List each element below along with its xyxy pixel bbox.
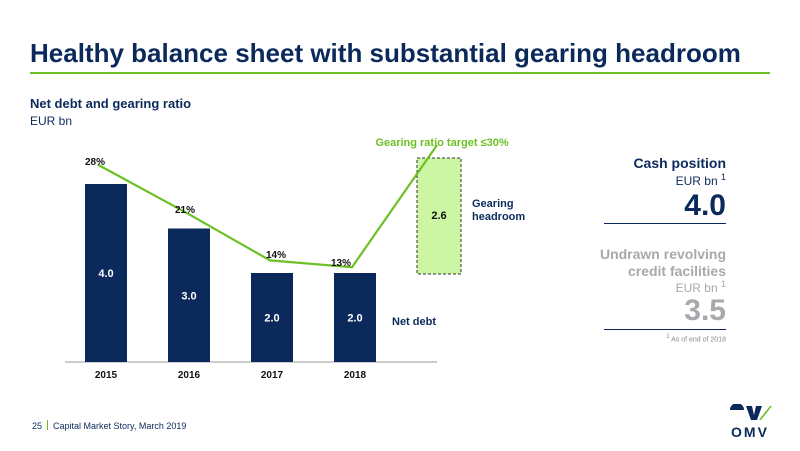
bar-value-label: 2.0 <box>347 313 362 325</box>
undrawn-facilities-title: Undrawn revolving credit facilities <box>599 246 726 279</box>
gearing-ratio-label: 21% <box>175 205 195 216</box>
undrawn-facilities-value: 3.5 <box>684 294 726 327</box>
cash-footnote-mark: 1 <box>720 172 726 182</box>
bar-value-label: 3.0 <box>181 290 196 302</box>
footnote-text: As of end of 2018 <box>671 336 726 344</box>
undrawn-footnote-mark: 1 <box>720 279 726 289</box>
undrawn-divider <box>604 329 726 330</box>
cash-position-title: Cash position <box>633 155 726 171</box>
bar-2015 <box>85 184 127 362</box>
gearing-ratio-label: 14% <box>266 250 286 261</box>
headroom-label-line: Gearing <box>472 198 514 210</box>
page-number: 25 <box>32 421 43 431</box>
bar-2017 <box>251 273 293 362</box>
gearing-ratio-label: 28% <box>85 157 105 168</box>
logo-mark-center <box>746 406 762 420</box>
x-tick-label: 2017 <box>261 370 284 381</box>
bar-value-label: 2.0 <box>264 313 279 325</box>
gearing-headroom-box <box>416 157 462 275</box>
headroom-value-label: 2.6 <box>431 210 446 222</box>
cash-unit-text: EUR bn <box>675 174 718 188</box>
headroom-label: Gearing headroom <box>472 198 525 223</box>
bar-2016 <box>168 228 210 362</box>
omv-logo: OMV <box>730 404 772 440</box>
logo-mark-left <box>730 404 744 410</box>
undrawn-unit-text: EUR bn <box>675 281 718 295</box>
footer: 25 Capital Market Story, March 2019 <box>32 420 186 431</box>
gearing-ratio-label: 13% <box>331 258 351 269</box>
net-debt-gearing-chart: 2.6 Gearing headroom 4.0 2015 3.0 2016 2.0 2017 2… <box>65 137 525 381</box>
net-debt-series-label: Net debt <box>392 316 436 328</box>
undrawn-facilities-unit: EUR bn 1 <box>676 279 726 295</box>
gearing-target-label: Gearing ratio target ≤30% <box>375 137 508 149</box>
bar-value-label: 4.0 <box>98 268 113 280</box>
x-tick-label: 2015 <box>95 370 118 381</box>
cash-position-unit: EUR bn 1 <box>676 172 726 188</box>
logo-mark-accent <box>759 406 772 420</box>
footer-separator <box>47 420 49 430</box>
headroom-label-line: headroom <box>472 211 525 223</box>
x-tick-label: 2016 <box>178 370 201 381</box>
footnote: 1 As of end of 2018 <box>666 334 726 343</box>
footnote-mark: 1 <box>666 334 670 340</box>
x-tick-label: 2018 <box>344 370 367 381</box>
page-title: Healthy balance sheet with substantial g… <box>30 38 741 68</box>
chart-title: Net debt and gearing ratio <box>30 96 192 111</box>
gearing-ratio-line <box>97 144 438 269</box>
logo-text: OMV <box>731 424 769 440</box>
cash-divider <box>604 223 726 224</box>
footer-text: Capital Market Story, March 2019 <box>53 421 187 431</box>
bar-2018 <box>334 273 376 362</box>
cash-position-value: 4.0 <box>684 189 726 222</box>
title-divider <box>30 72 770 74</box>
chart-unit: EUR bn <box>30 114 73 128</box>
